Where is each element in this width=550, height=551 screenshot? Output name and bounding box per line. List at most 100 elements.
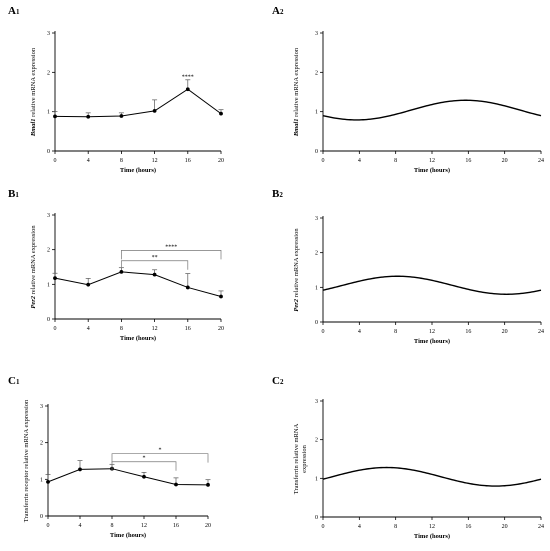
y-axis-label-gene: Bmal1 <box>30 118 37 137</box>
y-axis-label: Bmal1 relative mRNA expression <box>293 47 300 137</box>
y-tick-label: 2 <box>40 441 43 447</box>
x-tick-label: 4 <box>87 326 90 332</box>
x-tick-label: 20 <box>502 524 508 530</box>
panel-label: C1 <box>8 375 20 387</box>
x-tick-label: 16 <box>185 158 191 164</box>
data-point <box>206 482 210 487</box>
y-axis-label: Per2 relative mRNA expression <box>293 228 300 312</box>
y-tick-label: 0 <box>40 514 43 520</box>
series-line <box>54 271 222 297</box>
y-axis-label-line2: expression <box>301 444 308 473</box>
panel-label: A2 <box>272 5 284 17</box>
data-point <box>185 285 190 290</box>
y-tick-label: 2 <box>47 248 50 254</box>
x-tick-label: 12 <box>429 329 435 335</box>
y-axis-label: Transferrin receptor relative mRNA expre… <box>23 399 30 522</box>
series-line <box>54 88 222 118</box>
y-axis-label-text: relative mRNA expression <box>293 47 300 118</box>
x-tick-label: 16 <box>465 329 471 335</box>
y-axis-label-gene: Per2 <box>293 298 300 311</box>
x-tick-label: 0 <box>54 158 57 164</box>
data-point <box>46 480 50 484</box>
x-tick-label: 24 <box>538 329 544 335</box>
y-axis-label: Bmal1 relative mRNA expression <box>30 47 37 137</box>
x-tick-label: 8 <box>111 523 114 529</box>
panel-label: A1 <box>8 5 20 17</box>
y-axis-label: Transferrin relative mRNA <box>293 423 300 494</box>
x-tick-label: 8 <box>120 158 123 164</box>
x-tick-label: 0 <box>322 524 325 530</box>
y-tick-label: 2 <box>315 251 318 257</box>
y-tick-label: 1 <box>315 476 318 482</box>
y-tick-label: 1 <box>47 282 50 288</box>
y-axis-label-gene: Bmal1 <box>293 118 300 137</box>
y-axis-label-text: relative mRNA expression <box>30 225 37 296</box>
x-tick-label: 8 <box>394 524 397 530</box>
fitted-curve <box>322 275 542 295</box>
x-tick-label: 16 <box>465 524 471 530</box>
y-tick-label: 1 <box>47 110 50 116</box>
data-point <box>142 474 146 479</box>
y-axis-label-gene: Per2 <box>30 295 37 308</box>
x-tick-label: 12 <box>152 158 158 164</box>
y-tick-label: 3 <box>40 404 43 410</box>
x-tick-label: 0 <box>47 523 50 529</box>
data-point <box>53 276 57 280</box>
data-point <box>219 111 223 116</box>
x-tick-label: 20 <box>205 523 211 529</box>
y-tick-label: 3 <box>47 213 50 219</box>
x-tick-label: 24 <box>538 524 544 530</box>
x-tick-label: 20 <box>218 158 224 164</box>
panel-label-letter: B <box>272 188 280 200</box>
x-axis-label: Time (hours) <box>120 335 156 342</box>
x-tick-label: 16 <box>173 523 179 529</box>
fitted-curve <box>322 99 542 121</box>
panel-label-letter: C <box>8 375 16 387</box>
x-tick-label: 16 <box>185 326 191 332</box>
y-tick-label: 3 <box>315 216 318 222</box>
data-point <box>86 114 91 119</box>
x-tick-label: 8 <box>120 326 123 332</box>
x-tick-label: 4 <box>87 158 90 164</box>
x-tick-label: 16 <box>465 158 471 164</box>
data-point <box>152 272 157 277</box>
y-tick-label: 0 <box>315 320 318 326</box>
series-line <box>47 468 209 486</box>
y-axis-label-text: relative mRNA expression <box>30 47 37 118</box>
data-point <box>174 482 178 487</box>
significance-bracket <box>121 250 222 260</box>
x-tick-label: 20 <box>502 158 508 164</box>
fitted-curve <box>322 466 542 487</box>
y-tick-label: 1 <box>315 110 318 116</box>
significance-marker: * <box>143 456 146 462</box>
x-tick-label: 20 <box>218 326 224 332</box>
significance-bracket <box>111 461 177 471</box>
significance-marker: ** <box>152 255 158 261</box>
panel-label-number: 2 <box>280 8 284 16</box>
panel-label-letter: A <box>8 5 16 17</box>
data-point <box>119 114 124 118</box>
x-tick-label: 24 <box>538 158 544 164</box>
y-axis-label-text: relative mRNA expression <box>293 228 300 299</box>
significance-marker: * <box>159 448 162 454</box>
panel-label-letter: A <box>272 5 280 17</box>
data-point <box>185 87 190 92</box>
y-axis-label-text: Transferrin receptor relative mRNA expre… <box>23 399 30 522</box>
significance-bracket <box>111 453 209 463</box>
y-tick-label: 3 <box>315 31 318 37</box>
x-axis-label: Time (hours) <box>110 532 146 539</box>
x-tick-label: 8 <box>394 158 397 164</box>
y-tick-label: 1 <box>40 477 43 483</box>
y-tick-label: 3 <box>47 31 50 37</box>
y-tick-label: 3 <box>315 399 318 405</box>
data-point <box>119 269 124 274</box>
significance-bracket <box>121 260 189 270</box>
x-tick-label: 0 <box>322 158 325 164</box>
panel-label-letter: C <box>272 375 280 387</box>
x-axis-label: Time (hours) <box>120 167 156 174</box>
panel-label-number: 2 <box>280 378 284 386</box>
